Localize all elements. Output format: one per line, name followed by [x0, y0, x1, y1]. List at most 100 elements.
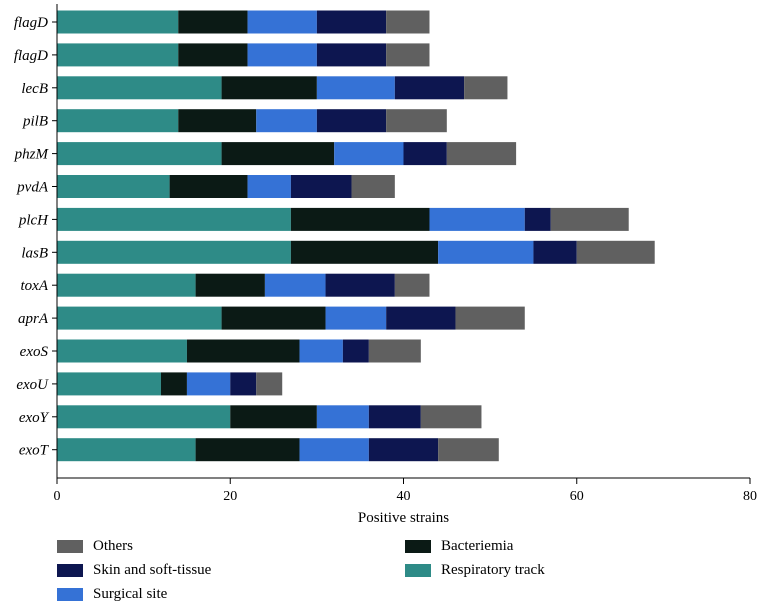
category-label: exoT [19, 443, 50, 459]
category-label: flagD [14, 48, 48, 64]
legend-label: Respiratory track [441, 562, 545, 578]
bar-segment-flagD-bacteriemia [178, 10, 248, 34]
bar-segment-pilB-skin-and-soft-tissue [316, 109, 387, 133]
x-tick-label: 20 [223, 489, 237, 504]
category-label: exoS [20, 344, 49, 360]
bar-segment-exoY-surgical-site [316, 405, 369, 429]
legend-item-bacteriemia: Bacteriemia [405, 538, 513, 555]
legend-label: Others [93, 538, 133, 554]
bar-segment-aprA-respiratory-track [57, 306, 222, 330]
bar-segment-aprA-bacteriemia [221, 306, 326, 330]
category-label: pilB [22, 114, 48, 130]
bar-segment-flagD-skin-and-soft-tissue [316, 43, 387, 67]
bar-segment-exoY-bacteriemia [230, 405, 317, 429]
bar-segment-flagD-skin-and-soft-tissue [316, 10, 387, 34]
bar-segment-flagD-surgical-site [247, 43, 317, 67]
bar-segment-pilB-bacteriemia [178, 109, 257, 133]
category-label: plcH [18, 212, 49, 228]
category-label: phzM [14, 147, 50, 163]
category-label: lasB [21, 245, 48, 261]
legend-label: Skin and soft-tissue [93, 562, 212, 578]
bar-segment-pvdA-others [351, 175, 395, 198]
bar-segment-exoU-respiratory-track [57, 372, 161, 396]
bar-segment-exoT-bacteriemia [195, 438, 300, 462]
bar-segment-lasB-bacteriemia [290, 240, 439, 264]
bar-segment-plcH-others [550, 207, 629, 231]
bar-segment-phzM-respiratory-track [57, 142, 222, 166]
bar-segment-flagD-bacteriemia [178, 43, 248, 67]
bar-segment-exoT-others [438, 438, 499, 462]
legend-swatch [405, 564, 431, 577]
bar-segment-exoS-respiratory-track [57, 339, 187, 363]
bar-segment-aprA-others [455, 306, 525, 330]
legend-swatch [57, 588, 83, 601]
bar-segment-exoU-skin-and-soft-tissue [230, 372, 257, 396]
bar-segment-lasB-skin-and-soft-tissue [533, 240, 577, 264]
bar-segment-exoY-respiratory-track [57, 405, 231, 429]
bar-segment-pvdA-skin-and-soft-tissue [290, 175, 352, 198]
bar-segment-aprA-surgical-site [325, 306, 387, 330]
bar-segment-exoT-respiratory-track [57, 438, 196, 462]
x-axis: 0 20 40 60 80 [52, 4, 757, 504]
bar-segment-toxA-respiratory-track [57, 273, 196, 297]
bar-segment-aprA-skin-and-soft-tissue [386, 306, 456, 330]
category-label: exoY [19, 410, 50, 426]
bar-segment-phzM-others [446, 142, 517, 166]
bar-segment-flagD-others [386, 10, 430, 34]
bar-segment-exoT-surgical-site [299, 438, 369, 462]
legend-swatch [57, 540, 83, 553]
legend-item-surgical-site: Surgical site [57, 586, 167, 603]
bar-segment-exoU-bacteriemia [160, 372, 187, 396]
legend-label: Bacteriemia [441, 538, 514, 554]
bar-segment-pvdA-surgical-site [247, 175, 291, 198]
bar-segment-exoY-skin-and-soft-tissue [368, 405, 421, 429]
legend-label: Surgical site [93, 586, 168, 602]
category-label: lecB [21, 81, 48, 97]
bar-segment-pilB-respiratory-track [57, 109, 179, 133]
category-label: toxA [21, 278, 49, 294]
bar-segment-toxA-skin-and-soft-tissue [325, 273, 395, 297]
category-label: flagD [14, 15, 48, 31]
bar-segment-plcH-skin-and-soft-tissue [524, 207, 551, 231]
bar-segment-exoU-others [256, 372, 283, 396]
bar-segment-phzM-bacteriemia [221, 142, 335, 166]
category-label: pvdA [16, 180, 49, 196]
x-tick-label: 80 [743, 489, 757, 504]
legend-item-others: Others [57, 538, 133, 555]
x-tick-label: 0 [54, 489, 61, 504]
bar-segment-pilB-others [386, 109, 447, 133]
bar-segment-plcH-respiratory-track [57, 207, 291, 231]
bar-segment-lecB-skin-and-soft-tissue [394, 76, 465, 100]
bar-segment-pilB-surgical-site [256, 109, 317, 133]
bar-segment-exoS-surgical-site [299, 339, 343, 363]
bar-segment-plcH-bacteriemia [290, 207, 430, 231]
bar-segment-exoU-surgical-site [186, 372, 231, 396]
bar-segment-lecB-respiratory-track [57, 76, 222, 100]
stacked-bar-chart: flagD flagD lecB pilB phzM pvdA plcH lasB toxA ap… [14, 4, 757, 526]
legend-swatch [405, 540, 431, 553]
bar-segment-plcH-surgical-site [429, 207, 525, 231]
bar-segment-lasB-respiratory-track [57, 240, 291, 264]
bar-segment-exoS-others [368, 339, 421, 363]
bar-segment-phzM-surgical-site [334, 142, 404, 166]
category-label: exoU [16, 377, 49, 393]
bar-segment-lecB-others [464, 76, 508, 100]
category-label: aprA [18, 311, 49, 327]
bar-segment-flagD-respiratory-track [57, 43, 179, 67]
category-labels: flagD flagD lecB pilB phzM pvdA plcH lasB toxA ap… [14, 15, 50, 459]
bar-segment-toxA-others [394, 273, 430, 297]
bar-segment-toxA-bacteriemia [195, 273, 265, 297]
bar-segment-flagD-others [386, 43, 430, 67]
bar-segment-lecB-bacteriemia [221, 76, 317, 100]
bar-segment-exoS-skin-and-soft-tissue [342, 339, 369, 363]
bar-segment-exoY-others [420, 405, 482, 429]
bar-segment-lecB-surgical-site [316, 76, 395, 100]
bar-segment-pvdA-bacteriemia [169, 175, 248, 198]
bar-segment-pvdA-respiratory-track [57, 175, 170, 198]
bar-segment-lasB-others [576, 240, 655, 264]
bar-segment-exoS-bacteriemia [186, 339, 300, 363]
bar-segment-toxA-surgical-site [264, 273, 326, 297]
legend-item-skin-and-soft-tissue: Skin and soft-tissue [57, 562, 211, 579]
bar-segment-flagD-respiratory-track [57, 10, 179, 34]
bar-segment-phzM-skin-and-soft-tissue [403, 142, 447, 166]
